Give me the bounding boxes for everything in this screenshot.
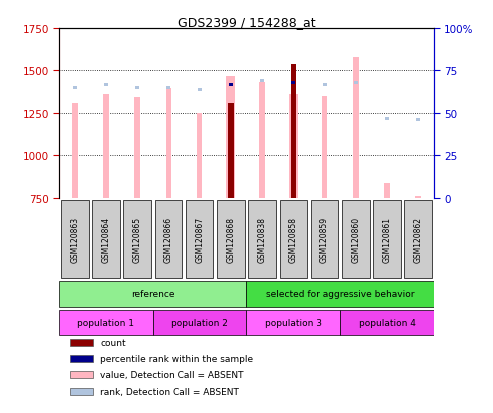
Bar bbox=[167, 87, 171, 90]
Text: population 4: population 4 bbox=[358, 318, 416, 327]
Bar bbox=[289, 95, 298, 199]
Bar bbox=[197, 114, 203, 199]
Bar bbox=[229, 83, 233, 86]
Text: GSM120861: GSM120861 bbox=[383, 216, 391, 262]
FancyBboxPatch shape bbox=[311, 200, 338, 278]
Bar bbox=[104, 83, 108, 86]
Text: population 3: population 3 bbox=[265, 318, 322, 327]
Text: GSM120838: GSM120838 bbox=[258, 216, 267, 262]
FancyBboxPatch shape bbox=[373, 200, 401, 278]
Bar bbox=[73, 87, 77, 90]
Text: GSM120858: GSM120858 bbox=[289, 216, 298, 262]
FancyBboxPatch shape bbox=[217, 200, 245, 278]
Text: GSM120868: GSM120868 bbox=[226, 216, 235, 262]
Bar bbox=[322, 83, 326, 86]
Bar bbox=[291, 82, 295, 85]
FancyBboxPatch shape bbox=[246, 281, 434, 307]
FancyBboxPatch shape bbox=[280, 200, 307, 278]
Bar bbox=[416, 197, 421, 199]
Bar bbox=[290, 64, 296, 199]
Bar bbox=[353, 58, 358, 199]
Bar bbox=[135, 97, 140, 199]
FancyBboxPatch shape bbox=[92, 200, 120, 278]
FancyBboxPatch shape bbox=[59, 310, 153, 335]
FancyBboxPatch shape bbox=[248, 200, 276, 278]
Bar bbox=[166, 89, 171, 199]
Text: GSM120864: GSM120864 bbox=[102, 216, 110, 262]
Text: population 2: population 2 bbox=[171, 318, 228, 327]
FancyBboxPatch shape bbox=[61, 200, 89, 278]
Bar bbox=[70, 355, 93, 362]
Text: count: count bbox=[101, 338, 126, 347]
FancyBboxPatch shape bbox=[340, 310, 434, 335]
Bar bbox=[322, 97, 327, 199]
Bar bbox=[226, 76, 235, 199]
Text: GSM120867: GSM120867 bbox=[195, 216, 204, 262]
Title: GDS2399 / 154288_at: GDS2399 / 154288_at bbox=[177, 16, 316, 29]
FancyBboxPatch shape bbox=[153, 310, 246, 335]
Text: percentile rank within the sample: percentile rank within the sample bbox=[101, 354, 253, 363]
FancyBboxPatch shape bbox=[59, 281, 246, 307]
Text: GSM120859: GSM120859 bbox=[320, 216, 329, 262]
Bar bbox=[72, 104, 77, 199]
Bar bbox=[103, 95, 109, 199]
FancyBboxPatch shape bbox=[404, 200, 432, 278]
Bar bbox=[416, 119, 420, 122]
Bar bbox=[70, 388, 93, 394]
Bar bbox=[259, 83, 265, 199]
Text: GSM120863: GSM120863 bbox=[70, 216, 79, 262]
Text: rank, Detection Call = ABSENT: rank, Detection Call = ABSENT bbox=[101, 387, 239, 396]
Bar bbox=[384, 183, 390, 199]
Text: value, Detection Call = ABSENT: value, Detection Call = ABSENT bbox=[101, 370, 244, 380]
Text: GSM120866: GSM120866 bbox=[164, 216, 173, 262]
FancyBboxPatch shape bbox=[123, 200, 151, 278]
Bar bbox=[228, 104, 234, 199]
Text: selected for aggressive behavior: selected for aggressive behavior bbox=[266, 290, 415, 299]
Text: GSM120865: GSM120865 bbox=[133, 216, 141, 262]
Bar bbox=[135, 87, 139, 90]
FancyBboxPatch shape bbox=[246, 310, 340, 335]
Bar bbox=[385, 117, 389, 120]
Text: population 1: population 1 bbox=[77, 318, 135, 327]
FancyBboxPatch shape bbox=[155, 200, 182, 278]
Bar bbox=[70, 372, 93, 378]
Bar bbox=[354, 82, 358, 85]
FancyBboxPatch shape bbox=[342, 200, 370, 278]
FancyBboxPatch shape bbox=[186, 200, 213, 278]
Bar bbox=[70, 339, 93, 346]
Text: reference: reference bbox=[131, 290, 175, 299]
Text: GSM120860: GSM120860 bbox=[352, 216, 360, 262]
Text: GSM120862: GSM120862 bbox=[414, 216, 423, 262]
Bar bbox=[260, 80, 264, 83]
Bar bbox=[198, 88, 202, 92]
